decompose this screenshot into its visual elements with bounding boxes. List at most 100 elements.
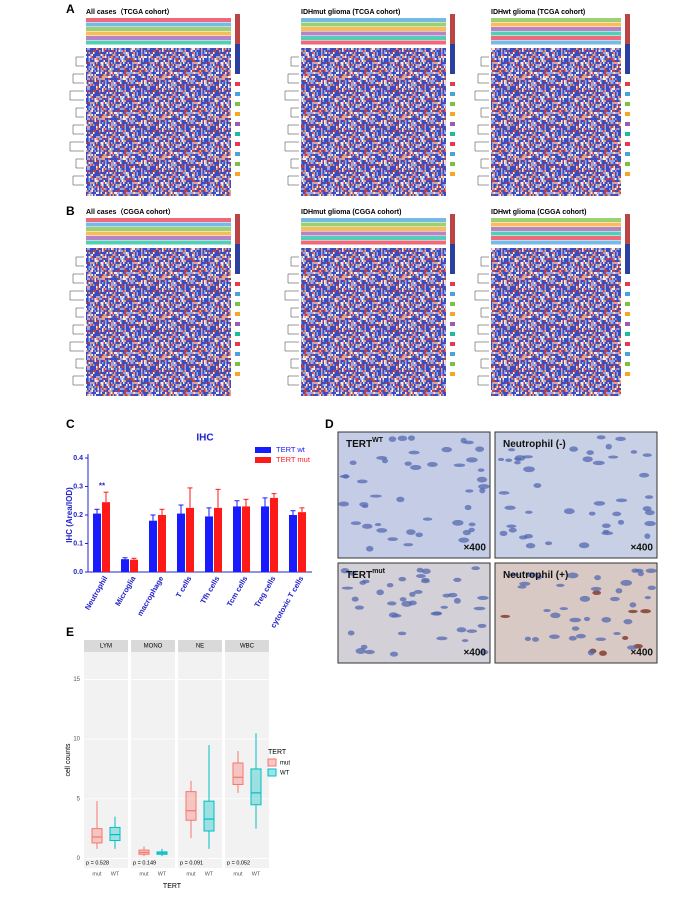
box [250,768,262,806]
bar [242,506,250,572]
annotation: ** [99,481,106,490]
x-tick-label: WT [111,871,120,877]
color-key [625,244,630,274]
y-tick-label: 5 [77,796,81,802]
nucleus [355,648,366,655]
annotation-bar [491,240,621,245]
nucleus [644,509,655,516]
annotation-bar [491,231,621,236]
dendrogram [69,341,84,352]
micrograph-label: Neutrophil (-) [503,439,566,450]
nucleus [499,530,508,537]
legend-swatch [235,132,240,136]
nucleus [422,517,433,521]
nucleus [607,455,619,459]
dendrogram [284,141,299,152]
annotation-bar [301,18,446,22]
nucleus [476,476,488,483]
annotation-bar [301,22,446,27]
legend-swatch [625,292,630,296]
dendrogram [474,90,489,101]
annotation-bar [301,240,446,245]
nucleus [387,601,397,606]
bar [205,516,213,572]
annotation-bar [491,27,621,31]
heatmap-title: All cases（TCGA cohort） [86,8,174,16]
chart-title: IHC [196,433,213,444]
nucleus [639,472,650,478]
legend-swatch [450,282,455,286]
facet-panel [84,652,128,868]
heatmap [491,248,621,396]
nucleus [525,572,537,578]
box [91,828,103,844]
legend-swatch [625,82,630,86]
magnification: ×400 [463,648,486,659]
nucleus [413,590,423,594]
dendrogram [290,107,299,118]
nucleus [471,566,480,571]
nucleus [523,466,535,473]
dendrogram [290,256,299,267]
x-tick-label: Tcm cells [225,574,250,608]
nucleus [644,521,656,527]
nucleus [623,618,633,625]
nucleus [505,458,513,463]
x-tick-label: WT [252,871,261,877]
legend-title: TERT [268,749,287,756]
nucleus [647,585,656,590]
nucleus [477,595,489,601]
legend-swatch [267,768,277,777]
nucleus [342,474,350,479]
label-text: Neutrophil (+) [503,570,568,581]
dendrogram [75,56,84,67]
facet-strip [225,640,269,652]
annotation-bar [301,218,446,222]
legend-label: TERT wt [276,445,306,454]
legend-swatch [625,162,630,166]
legend-swatch [450,352,455,356]
nucleus [362,523,373,529]
nucleus [466,457,478,463]
dendrogram [75,358,84,369]
nucleus [592,460,605,466]
nucleus [595,637,607,641]
annotation-bar [301,36,446,40]
nucleus [620,579,633,586]
nucleus [465,489,474,493]
nucleus [497,457,505,462]
legend-swatch [625,112,630,116]
p-value: p = 0.528 [86,860,109,866]
heatmap [86,248,231,396]
facet-panel [178,652,222,868]
nucleus [415,532,423,538]
nucleus [409,591,416,597]
dendrogram [480,56,489,67]
facet-panel [225,652,269,868]
legend-swatch [450,82,455,86]
legend-swatch [235,302,240,306]
nucleus [578,542,590,549]
nucleus [477,623,487,628]
legend-swatch [625,362,630,366]
bar [177,513,185,572]
heatmap-title: All cases（CGGA cohort） [86,208,175,216]
nucleus [559,607,568,611]
nucleus [582,456,593,463]
dendrogram [480,158,489,169]
legend-swatch [450,172,455,176]
nucleus [466,629,478,633]
legend-swatch [235,162,240,166]
legend-label: mut [280,761,290,767]
legend-label: WT [280,771,290,777]
y-tick-label: 0.3 [73,483,83,490]
y-tick-label: 0.4 [73,455,83,462]
facet-label: MONO [144,644,163,650]
nucleus [576,633,586,639]
panel-label: E [66,625,74,639]
y-tick-label: 10 [73,737,80,743]
bar [298,512,306,572]
nucleus [498,491,510,495]
nucleus [605,443,612,450]
legend-swatch [235,172,240,176]
